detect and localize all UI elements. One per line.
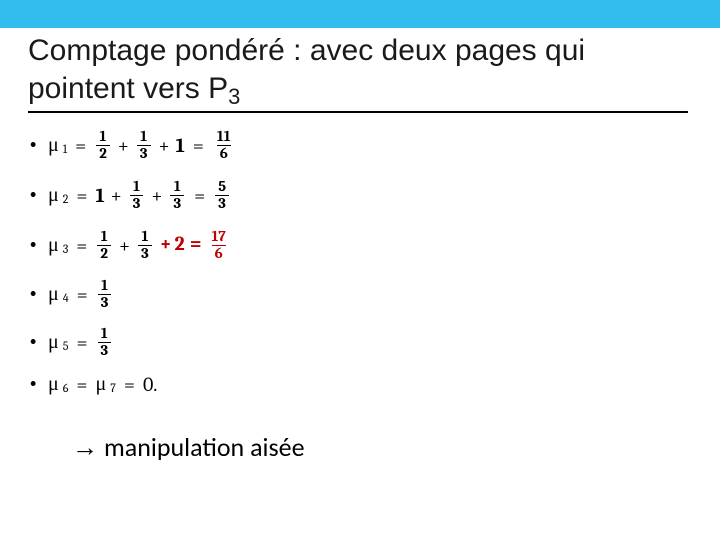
title-line-2: pointent vers P3 bbox=[28, 70, 692, 108]
slide-title: Comptage pondéré : avec deux pages qui p… bbox=[0, 28, 720, 111]
equation-item: μ4=13 bbox=[48, 275, 690, 313]
top-accent-bar bbox=[0, 0, 720, 28]
title-line-1: Comptage pondéré : avec deux pages qui bbox=[28, 32, 692, 70]
equations-block: μ1=12+13+1=116 μ2=1+13+13=53 μ3=12+13+2=17… bbox=[0, 113, 720, 413]
arrow-icon: → bbox=[72, 432, 98, 462]
equation-item: μ2=1+13+13=53 bbox=[48, 175, 690, 215]
conclusion-line: →manipulation aisée bbox=[0, 413, 720, 463]
equation-item: μ1=12+13+1=116 bbox=[48, 125, 690, 165]
equation-item: μ3=12+13+2=176 bbox=[48, 225, 690, 265]
conclusion-text: manipulation aisée bbox=[104, 431, 305, 463]
equation-item: μ5=13 bbox=[48, 323, 690, 361]
equation-item: μ6=μ7=0. bbox=[48, 371, 690, 397]
